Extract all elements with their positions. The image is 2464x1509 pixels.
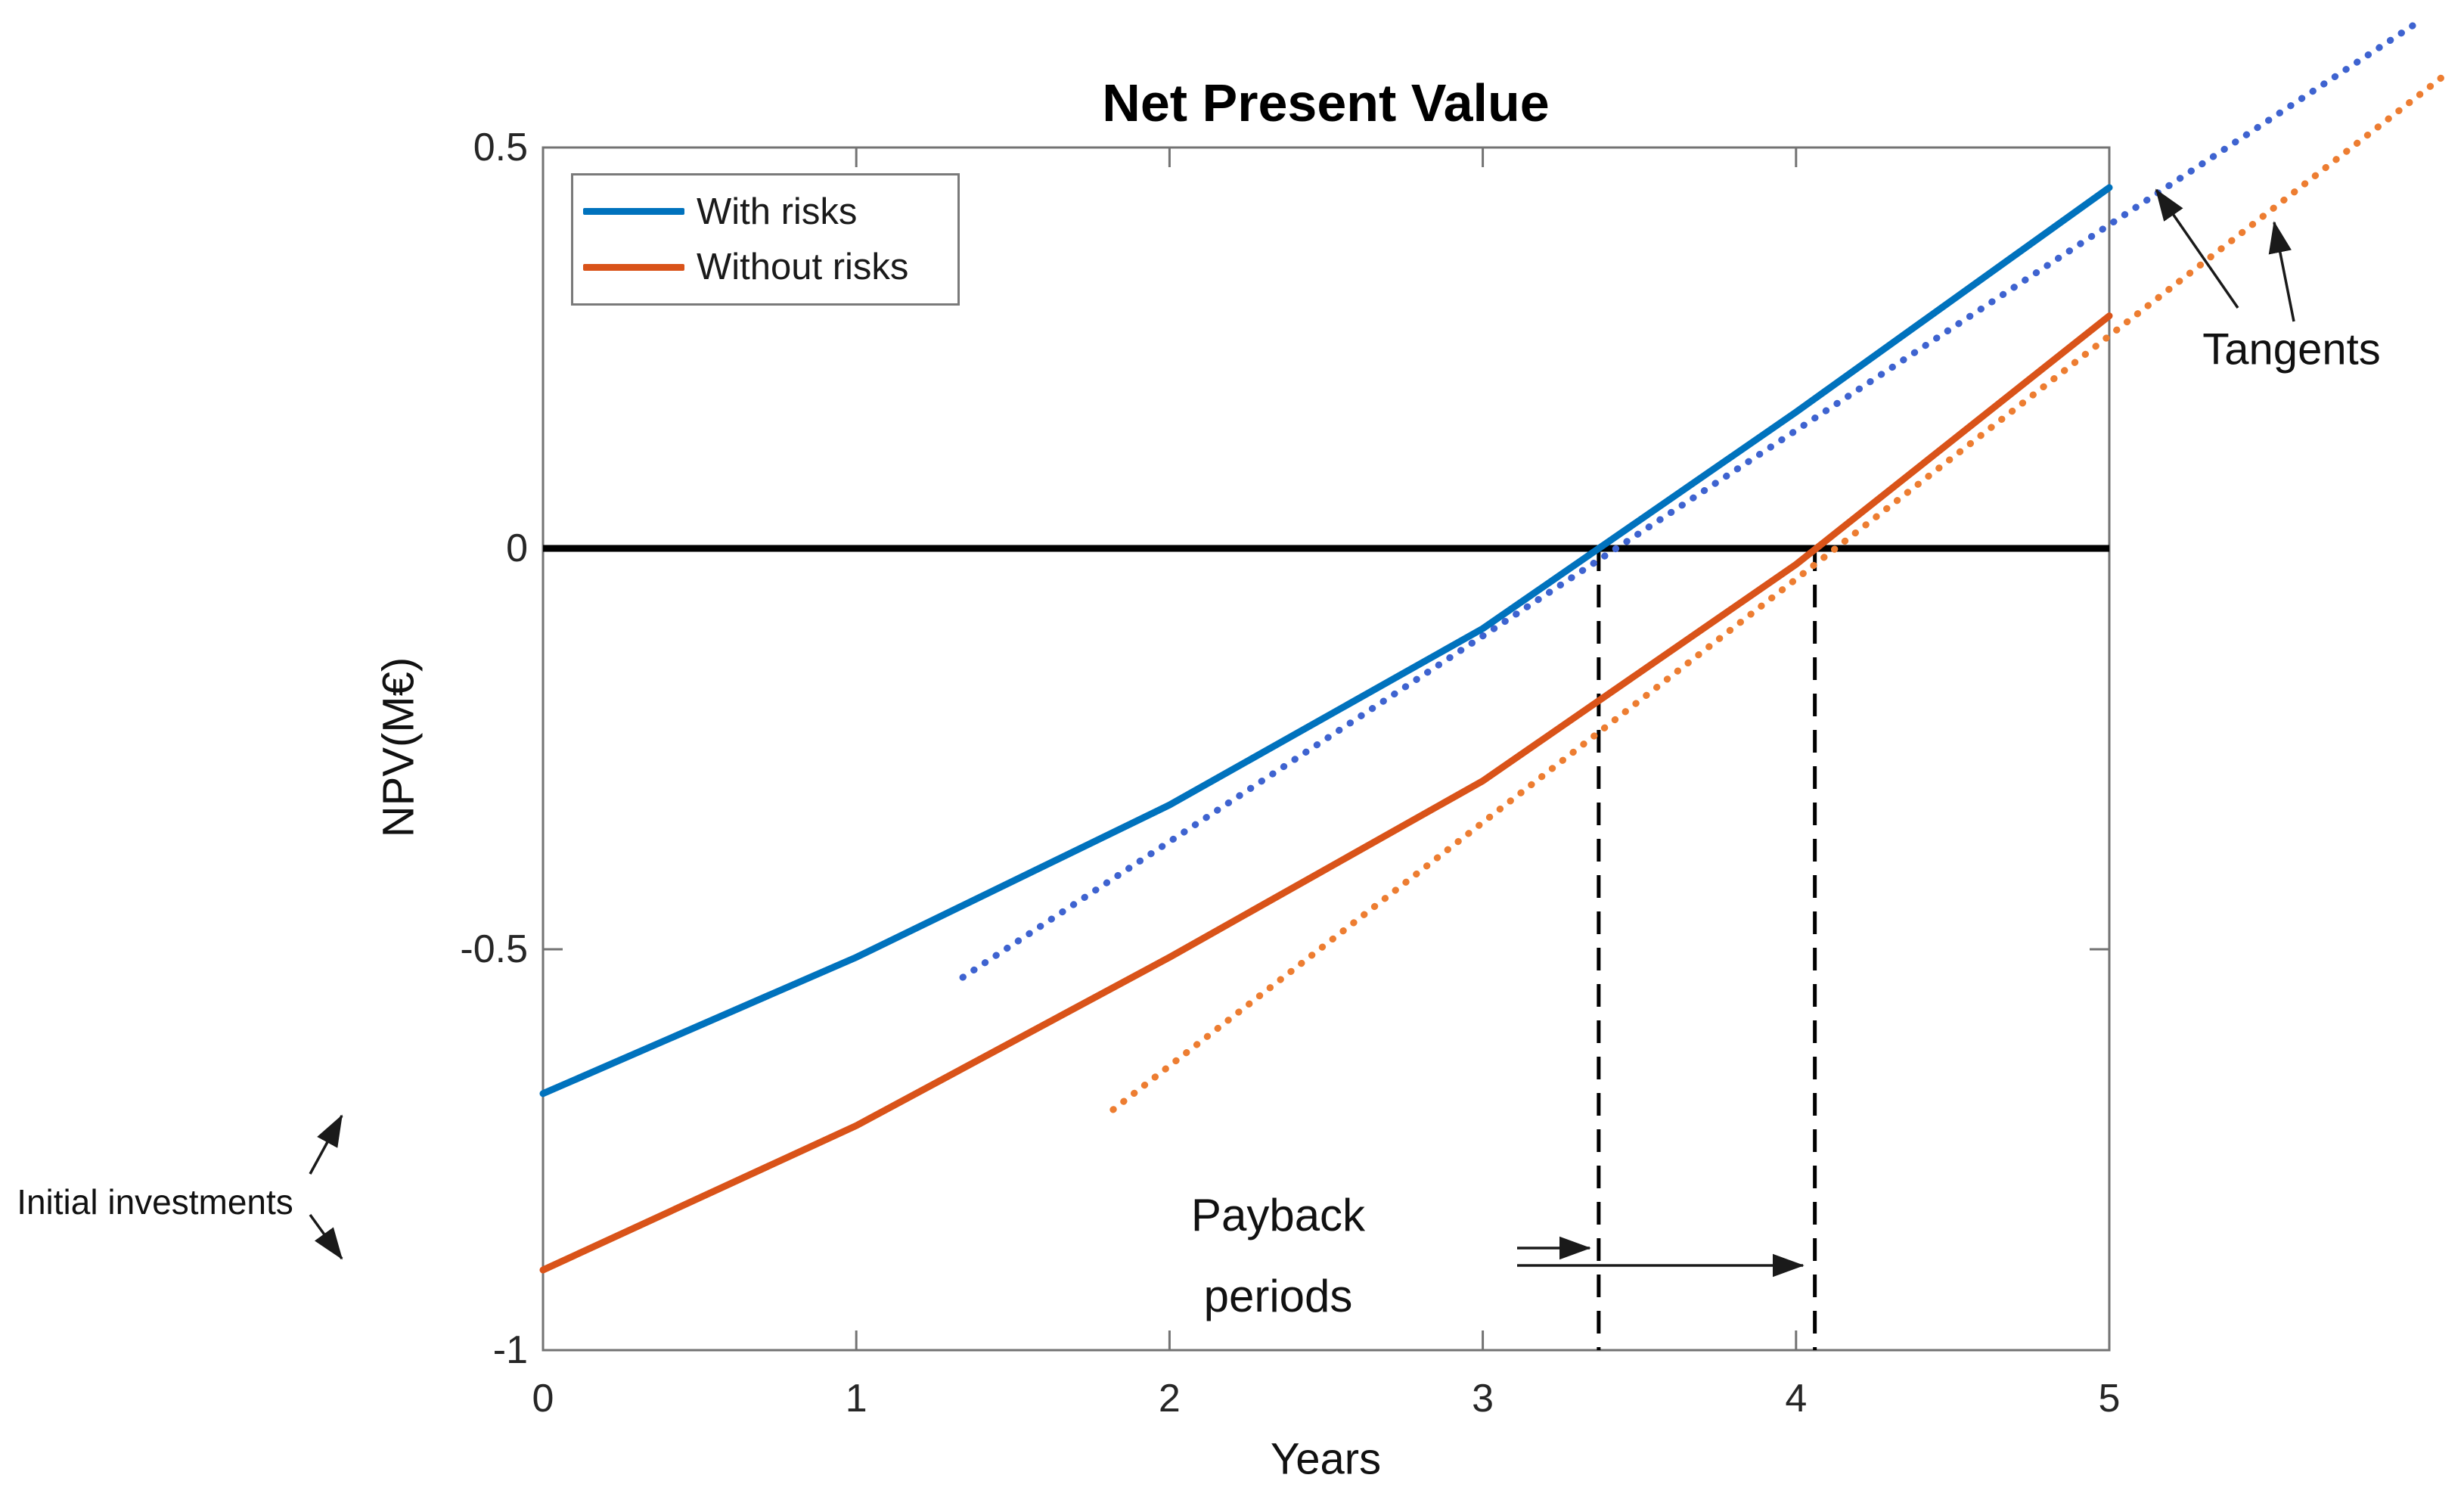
payback-periods-annotation: Payback periods: [1191, 1175, 1365, 1337]
legend-item-without-risks: Without risks: [573, 247, 957, 287]
chart-title: Net Present Value: [1102, 73, 1550, 132]
y-tick-label-0: 0: [506, 526, 528, 570]
x-tick-label-2: 2: [1158, 1377, 1181, 1421]
payback-annotation-line2: periods: [1203, 1271, 1353, 1321]
y-tick-label-0.5: 0.5: [473, 126, 528, 169]
x-tick-label-4: 4: [1785, 1377, 1808, 1421]
series-line-with-risks: [539, 184, 2113, 1098]
plot-box: [542, 146, 2111, 1352]
legend: With risks Without risks: [571, 173, 960, 306]
legend-label-without-risks: Without risks: [697, 247, 909, 288]
tangent-line-without-risks: [1109, 72, 2448, 1113]
arrow-tangent-with-risks: [2155, 188, 2239, 309]
legend-item-with-risks: With risks: [573, 191, 957, 232]
arrow-tangent-without-risks: [2268, 221, 2295, 322]
x-tick-label-1: 1: [845, 1377, 867, 1421]
x-tick-label-3: 3: [1472, 1377, 1494, 1421]
legend-line-sample-with-risks: [583, 208, 684, 216]
legend-line-sample-without-risks: [583, 263, 684, 271]
x-axis-label: Years: [1270, 1434, 1382, 1484]
y-tick-label--0.5: -0.5: [460, 927, 528, 971]
x-tick-label-5: 5: [2098, 1377, 2121, 1421]
tangent-line-with-risks: [959, 15, 2426, 981]
initial-investments-annotation: Initial investments: [17, 1182, 293, 1222]
arrow-initial-investment-without-risks: [309, 1213, 343, 1260]
payback-annotation-line1: Payback: [1190, 1190, 1366, 1240]
tangents-annotation: Tangents: [2202, 324, 2381, 374]
y-tick-label--1: -1: [492, 1328, 528, 1372]
legend-label-with-risks: With risks: [697, 191, 858, 232]
arrow-initial-investment-with-risks: [309, 1114, 343, 1175]
series-line-without-risks: [539, 312, 2113, 1274]
y-axis-label: NPV(M€): [374, 657, 424, 838]
x-tick-label-0: 0: [532, 1377, 554, 1421]
